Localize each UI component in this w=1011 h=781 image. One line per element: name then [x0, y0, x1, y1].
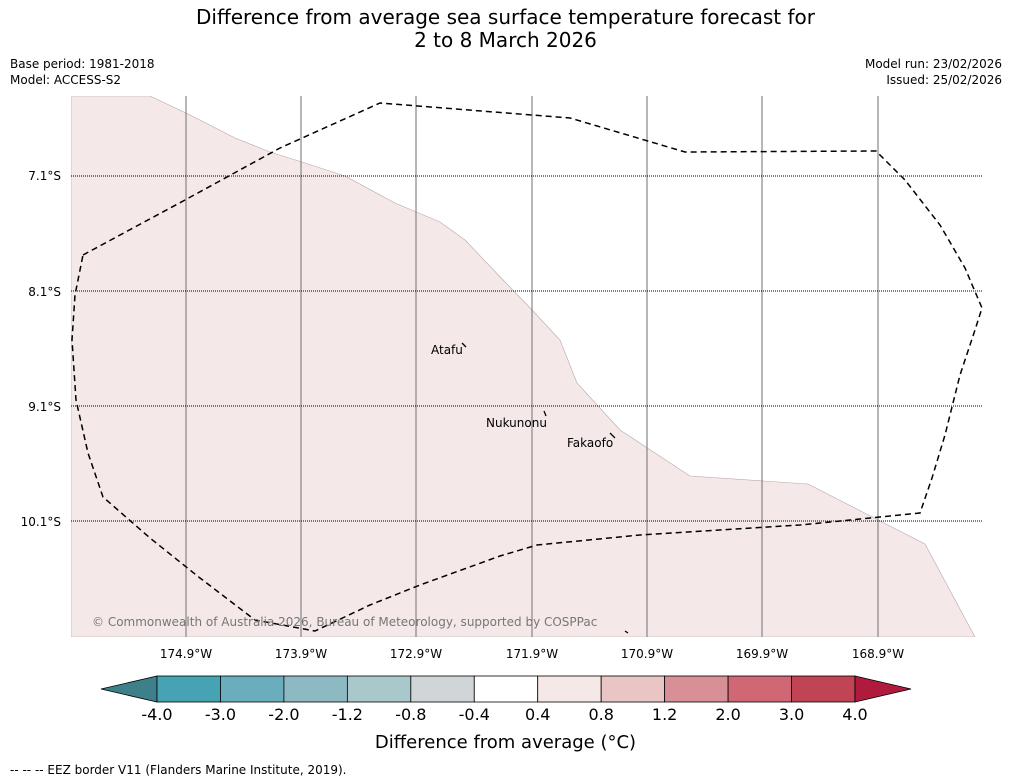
lon-label: 169.9°W	[736, 647, 788, 661]
meta-left: Base period: 1981-2018 Model: ACCESS-S2	[10, 56, 155, 88]
lon-label: 172.9°W	[390, 647, 442, 661]
atafu-island-mark	[461, 342, 467, 348]
colorbar-segment	[156, 675, 221, 703]
colorbar-segment	[537, 675, 602, 703]
title-line-1: Difference from average sea surface temp…	[195, 5, 815, 29]
fakaofo-island-mark	[609, 432, 616, 439]
colorbar-segment	[727, 675, 792, 703]
issued-date: Issued: 25/02/2026	[886, 73, 1002, 87]
place-label-nukunonu: Nukunonu	[486, 416, 547, 430]
eez-footnote: -- -- -- EEZ border V11 (Flanders Marine…	[10, 763, 347, 777]
anomaly-region-group	[71, 96, 976, 637]
colorbar-tick-label: -4.0	[141, 705, 172, 724]
anomaly-region	[71, 96, 976, 637]
colorbar-segment	[410, 675, 475, 703]
colorbar-tick-label: 1.2	[652, 705, 677, 724]
lon-label: 170.9°W	[621, 647, 673, 661]
colorbar-segment	[600, 675, 666, 703]
colorbar-tick-labels: -4.0 -3.0 -2.0 -1.2 -0.8 -0.4 0.4 0.8 1.2 2.0 3.0 4…	[141, 705, 867, 724]
lat-label: 9.1°S	[28, 400, 61, 414]
lon-label: 168.9°W	[852, 647, 904, 661]
lon-label: 174.9°W	[160, 647, 212, 661]
colorbar-tick-label: 3.0	[779, 705, 804, 724]
colorbar-segment	[283, 675, 348, 703]
colorbar-tick-label: -0.4	[459, 705, 490, 724]
lat-label: 10.1°S	[21, 515, 61, 529]
colorbar-tick-label: -2.0	[268, 705, 299, 724]
colorbar-tick-label: -3.0	[205, 705, 236, 724]
islet-mark	[624, 630, 629, 634]
colorbar	[100, 675, 912, 703]
colorbar-segment	[346, 675, 412, 703]
colorbar-tick-label: 0.4	[525, 705, 550, 724]
colorbar-segment	[220, 675, 285, 703]
colorbar-tick-label: -1.2	[332, 705, 363, 724]
colorbar-extension-high	[854, 675, 912, 703]
lon-label: 173.9°W	[275, 647, 327, 661]
colorbar-segment	[664, 675, 729, 703]
chart-title: Difference from average sea surface temp…	[0, 6, 1011, 52]
colorbar-extension-low	[100, 675, 158, 703]
colorbar-tick-label: 2.0	[715, 705, 740, 724]
colorbar-tick-label: 4.0	[842, 705, 867, 724]
colorbar-segment	[791, 675, 856, 703]
eez-border	[71, 102, 983, 632]
island-marks	[461, 342, 629, 634]
lat-label: 7.1°S	[28, 169, 61, 183]
colorbar-tick-label: -0.8	[395, 705, 426, 724]
place-label-fakaofo: Fakaofo	[567, 436, 613, 450]
copyright-text: © Commonwealth of Australia 2026, Bureau…	[92, 615, 597, 629]
lon-label: 171.9°W	[506, 647, 558, 661]
nukunonu-island-mark	[543, 410, 547, 417]
colorbar-segment	[473, 675, 539, 703]
base-period: Base period: 1981-2018	[10, 57, 155, 71]
meta-right: Model run: 23/02/2026 Issued: 25/02/2026	[865, 56, 1002, 88]
title-line-2: 2 to 8 March 2026	[414, 28, 597, 52]
colorbar-tick-label: 0.8	[588, 705, 613, 724]
model-run: Model run: 23/02/2026	[864, 57, 1002, 71]
place-label-atafu: Atafu	[431, 343, 463, 357]
colorbar-label: Difference from average (°C)	[374, 732, 637, 753]
model-name: Model: ACCESS-S2	[10, 73, 122, 87]
lat-label: 8.1°S	[28, 285, 61, 299]
